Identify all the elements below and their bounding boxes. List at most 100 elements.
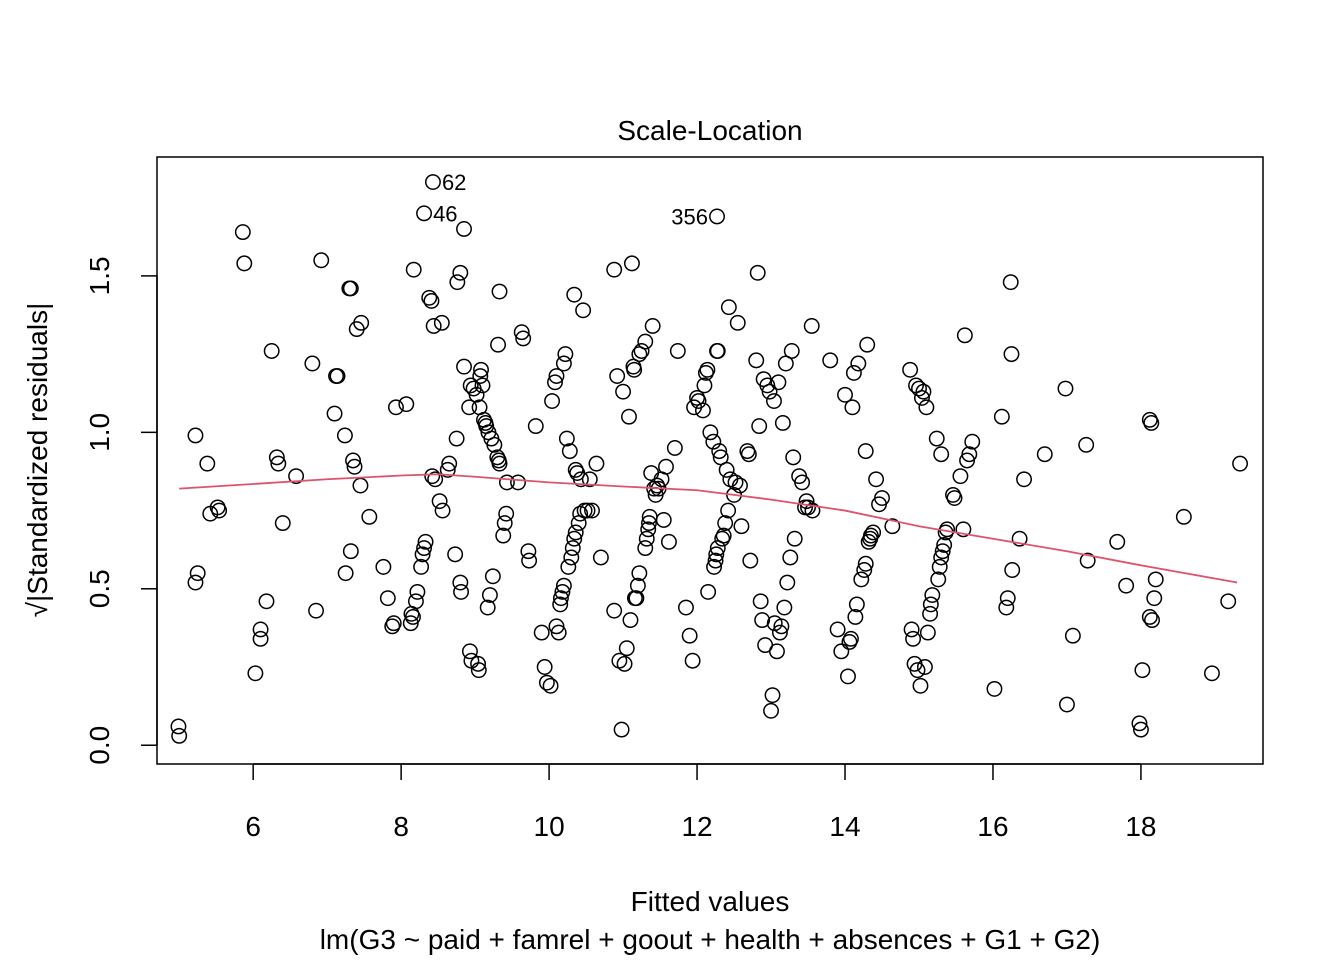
data-point [742,552,759,569]
data-point [187,574,204,591]
data-point [964,433,981,450]
data-point [749,264,766,281]
data-point [1204,665,1220,682]
data-point [236,255,253,272]
data-point [709,540,726,557]
data-point [433,314,450,331]
data-point [558,430,575,447]
data-point [473,361,489,378]
data-point [336,427,353,444]
data-point [733,518,750,535]
data-point [413,558,430,575]
data-point [637,333,654,350]
data-point [353,314,370,331]
data-point [345,452,361,469]
data-point [548,368,565,384]
data-point [618,640,635,657]
data-point [533,624,550,641]
data-point [905,630,922,647]
data-point [822,352,839,369]
chart-title: Scale-Location [617,115,802,146]
data-point [414,546,431,563]
data-point [548,618,565,635]
data-point [491,283,508,300]
data-point [759,377,776,394]
data-point [727,474,744,491]
data-point [998,599,1015,616]
data-point [922,596,939,613]
data-point [496,515,513,532]
data-point [552,596,569,613]
data-point [868,471,885,488]
data-point [592,549,609,566]
data-point [449,274,466,291]
data-point [769,643,785,660]
data-point [456,221,472,237]
data-point [1036,446,1053,463]
data-point [270,455,287,472]
data-point [479,599,496,616]
data-point [629,577,646,594]
data-point [555,355,572,372]
data-point [729,314,746,331]
data-point [472,368,489,384]
data-point [924,587,941,603]
data-point [715,527,732,544]
data-point [678,599,694,616]
y-tick-label: 0.0 [84,726,115,765]
data-point [402,615,419,632]
data-point [999,590,1016,607]
data-point [804,502,821,519]
data-point [268,449,285,466]
data-point [705,433,722,450]
data-point [1057,380,1074,397]
data-point [421,289,438,306]
data-point [850,355,867,372]
data-point [470,655,487,672]
data-point [857,555,874,572]
data-point [1132,721,1149,738]
data-point [903,621,920,638]
x-axis-label: Fitted values [631,886,790,917]
data-point [934,543,951,560]
data-point [462,377,479,394]
data-point [425,318,442,334]
data-point [1004,562,1021,578]
data-point [902,361,919,378]
data-point [658,458,674,475]
data-point [655,511,672,528]
data-point [461,643,478,660]
data-point [915,383,932,400]
data-point [669,343,686,359]
data-point [572,505,589,522]
data-point [346,458,363,475]
data-point [709,343,726,359]
data-point [561,443,578,460]
data-point [361,508,378,525]
data-point [1016,471,1032,488]
data-point [329,368,346,384]
data-point [416,205,433,222]
data-point [631,346,648,363]
data-point [660,533,677,550]
smooth-layer [179,473,1238,584]
data-point [398,396,415,413]
data-point [624,255,640,272]
data-point [417,533,434,550]
y-tick-label: 0.5 [84,569,115,608]
data-point [626,361,643,378]
annotation-layer: 62 46 356 [433,170,708,229]
data-point [1011,530,1028,547]
data-point [794,474,811,491]
data-point [613,721,630,738]
x-tick-label: 16 [977,811,1008,842]
data-point [515,330,532,347]
data-point [718,461,735,478]
data-point [424,174,441,190]
data-point [771,624,788,641]
data-point [588,455,605,472]
data-point [622,612,639,629]
data-point [862,527,879,544]
data-point [555,577,572,594]
